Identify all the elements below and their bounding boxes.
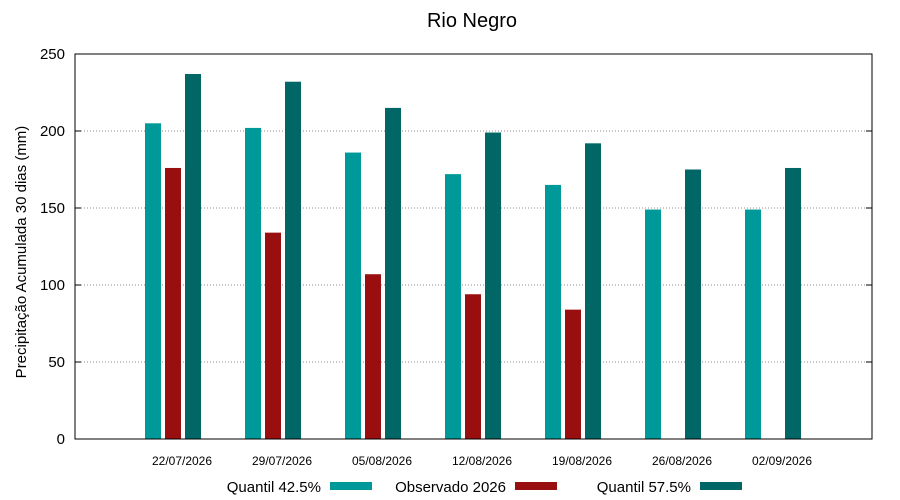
x-tick-label: 05/08/2026 [352, 454, 412, 468]
bar [745, 209, 761, 439]
bar [545, 184, 561, 439]
bar [345, 152, 361, 439]
bar [465, 294, 481, 439]
y-tick-label: 150 [40, 200, 65, 217]
bar [185, 74, 201, 440]
legend: Quantil 42.5% Observado 2026 Quantil 57.5% [227, 479, 742, 496]
x-axis-ticks: 22/07/2026 29/07/2026 05/08/2026 12/08/2026… [152, 454, 812, 468]
bar [485, 132, 501, 440]
bar [145, 123, 161, 440]
x-tick-label: 29/07/2026 [252, 454, 312, 468]
y-axis-ticks: 0 50 100 150 200 250 [40, 46, 872, 448]
y-tick-label: 250 [40, 46, 65, 63]
bar [245, 127, 261, 440]
bar [785, 167, 801, 439]
bar [285, 81, 301, 439]
legend-label: Observado 2026 [395, 479, 506, 496]
y-tick-label: 200 [40, 123, 65, 140]
y-tick-label: 100 [40, 277, 65, 294]
y-tick-label: 50 [48, 354, 65, 371]
bar [165, 167, 181, 439]
bar [385, 107, 401, 440]
plot-frame [74, 53, 873, 440]
y-axis-label: Precipitação Acumulada 30 dias (mm) [13, 126, 30, 379]
bar [565, 309, 581, 439]
x-tick-label: 26/08/2026 [652, 454, 712, 468]
legend-swatch [330, 482, 372, 490]
bars [145, 74, 801, 440]
bar [265, 232, 281, 439]
x-tick-label: 22/07/2026 [152, 454, 212, 468]
legend-swatch [515, 482, 557, 490]
bar [585, 143, 601, 439]
y-tick-label: 0 [57, 431, 65, 448]
x-tick-label: 19/08/2026 [552, 454, 612, 468]
gridlines [75, 130, 872, 363]
x-tick-label: 02/09/2026 [752, 454, 812, 468]
bar [445, 174, 461, 439]
bar [685, 169, 701, 439]
chart-title: Rio Negro [427, 10, 517, 32]
x-tick-label: 12/08/2026 [452, 454, 512, 468]
legend-swatch [700, 482, 742, 490]
legend-label: Quantil 42.5% [227, 479, 321, 496]
legend-label: Quantil 57.5% [597, 479, 691, 496]
bar [365, 274, 381, 439]
bar [645, 209, 661, 439]
